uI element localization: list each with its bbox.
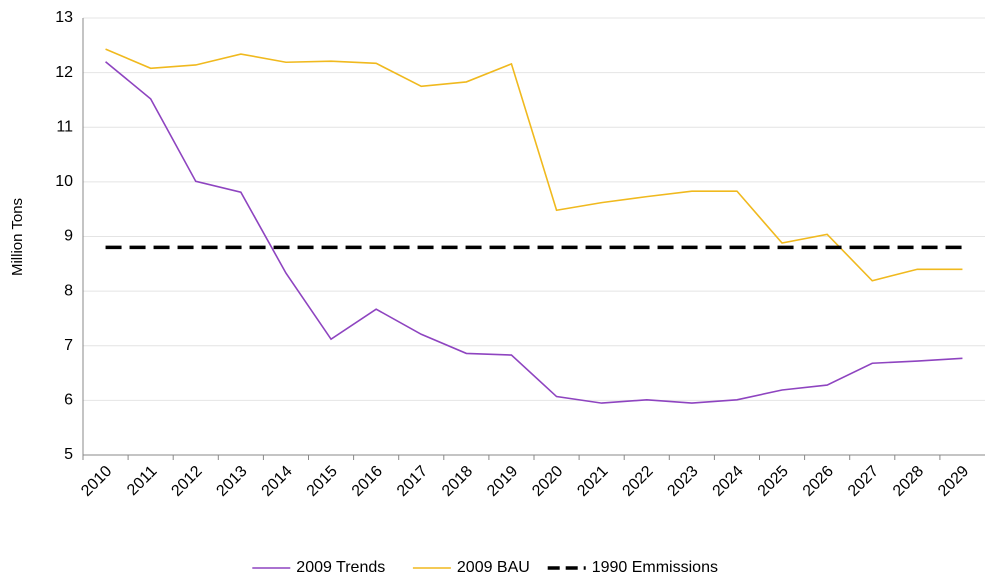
x-tick-label: 2025 [755,463,792,500]
x-tick-label: 2026 [800,463,837,500]
x-tick-label: 2012 [168,463,205,500]
x-tick-label: 2024 [710,463,747,500]
x-tick-label: 2018 [439,463,476,500]
x-tick-label: 2022 [619,463,656,500]
x-tick-label: 2015 [304,463,341,500]
y-axis-label: Million Tons [9,198,26,276]
x-tick-label: 2011 [124,463,160,499]
line-series [105,48,963,282]
y-tick-label: 11 [56,118,73,135]
y-tick-label: 12 [55,64,73,81]
x-tick-label: 2013 [213,463,250,500]
x-tick-label: 2027 [845,463,882,500]
x-tick-label: 2016 [349,463,386,500]
y-tick-label: 7 [64,337,73,354]
x-tick-label: 2023 [664,463,701,500]
legend-label: 2009 BAU [457,559,530,576]
line-series [105,61,963,404]
x-tick-label: 2029 [935,463,972,500]
x-tick-label: 2010 [78,463,115,500]
x-tick-label: 2021 [574,463,611,500]
y-tick-label: 5 [64,446,73,463]
y-tick-label: 9 [64,228,73,245]
y-tick-label: 6 [64,392,73,409]
y-tick-label: 8 [64,282,73,299]
x-tick-label: 2020 [529,463,566,500]
x-tick-label: 2028 [890,463,927,500]
y-tick-label: 10 [55,173,73,190]
x-tick-label: 2014 [259,463,296,500]
y-tick-label: 13 [55,9,73,26]
legend-label: 1990 Emmissions [592,559,718,576]
legend-label: 2009 Trends [296,559,385,576]
x-tick-label: 2019 [484,463,521,500]
x-tick-label: 2017 [394,463,431,500]
